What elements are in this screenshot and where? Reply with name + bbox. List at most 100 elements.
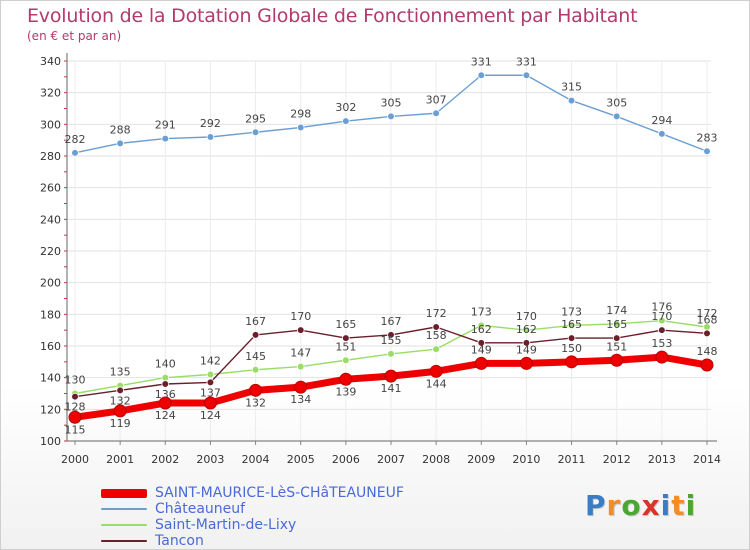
- data-label: 155: [381, 334, 402, 347]
- data-point: [703, 147, 711, 156]
- x-tick-label: 2010: [512, 453, 540, 466]
- data-point: [296, 362, 305, 371]
- data-label: 282: [65, 133, 86, 146]
- data-point: [432, 109, 440, 118]
- data-point: [522, 326, 531, 334]
- data-label: 150: [561, 342, 582, 355]
- data-point: [474, 356, 488, 370]
- data-point: [567, 321, 576, 330]
- data-label: 162: [516, 323, 537, 336]
- data-label: 305: [381, 96, 402, 109]
- data-label: 151: [606, 340, 627, 353]
- data-label: 162: [471, 323, 492, 336]
- data-point: [206, 378, 215, 387]
- legend-swatch: [101, 524, 147, 526]
- y-tick-label: 180: [40, 308, 61, 321]
- data-point: [387, 350, 395, 358]
- data-label: 170: [290, 310, 311, 323]
- data-label: 130: [65, 374, 86, 387]
- logo-letter: P: [585, 489, 607, 522]
- data-label: 292: [200, 117, 221, 130]
- data-label: 331: [471, 55, 492, 68]
- data-label: 141: [381, 382, 402, 395]
- data-label: 158: [426, 329, 447, 342]
- data-label: 139: [335, 385, 356, 398]
- data-point: [387, 112, 395, 121]
- data-point: [161, 134, 170, 143]
- legend-label: Tancon: [155, 533, 204, 549]
- x-tick-label: 2014: [693, 453, 721, 466]
- data-label: 302: [335, 101, 356, 114]
- x-tick-label: 2006: [332, 453, 360, 466]
- data-label: 167: [245, 315, 266, 328]
- x-tick-label: 2009: [467, 453, 495, 466]
- data-label: 153: [651, 337, 672, 350]
- data-point: [700, 358, 714, 372]
- data-label: 165: [606, 318, 627, 331]
- x-tick-label: 2013: [648, 453, 676, 466]
- x-tick-label: 2005: [287, 453, 315, 466]
- data-point: [296, 123, 305, 132]
- y-tick-label: 320: [40, 87, 61, 100]
- data-point: [71, 149, 79, 157]
- data-label: 173: [561, 305, 582, 318]
- data-label: 115: [65, 423, 86, 436]
- data-point: [68, 410, 82, 424]
- data-label: 307: [426, 93, 447, 106]
- legend-label: Châteauneuf: [155, 501, 246, 517]
- data-point: [296, 326, 305, 334]
- x-tick-label: 2008: [422, 453, 450, 466]
- data-point: [477, 339, 486, 347]
- data-label: 119: [110, 417, 131, 430]
- data-label: 144: [426, 377, 447, 390]
- x-tick-label: 2007: [377, 453, 405, 466]
- data-label: 298: [290, 108, 311, 121]
- data-point: [161, 373, 170, 382]
- logo-letter: x: [641, 489, 661, 522]
- data-label: 283: [697, 131, 718, 144]
- y-tick-label: 280: [40, 150, 61, 163]
- data-point: [206, 133, 215, 141]
- data-point: [567, 334, 576, 342]
- data-point: [432, 345, 440, 353]
- logo-letter: i: [685, 489, 697, 522]
- data-point: [477, 71, 486, 80]
- y-tick-label: 120: [40, 403, 61, 416]
- data-label: 295: [245, 112, 266, 125]
- data-point: [658, 130, 666, 138]
- data-label: 132: [245, 396, 266, 409]
- data-label: 148: [697, 345, 718, 358]
- data-label: 136: [155, 388, 176, 401]
- data-point: [203, 396, 217, 410]
- data-label: 124: [155, 409, 176, 422]
- data-point: [477, 321, 486, 330]
- data-label: 315: [561, 81, 582, 94]
- data-point: [658, 316, 666, 325]
- y-tick-label: 200: [40, 277, 61, 290]
- data-label: 172: [426, 307, 447, 320]
- proxiti-logo: Proxiti: [585, 489, 696, 522]
- legend-item: SAINT-MAURICE-LèS-CHâTEAUNEUF: [101, 485, 404, 501]
- chart-title: Evolution de la Dotation Globale de Fonc…: [27, 5, 638, 27]
- legend-item: Châteauneuf: [101, 501, 404, 517]
- data-point: [71, 392, 79, 401]
- data-label: 140: [155, 358, 176, 371]
- data-point: [158, 396, 172, 410]
- data-point: [612, 320, 621, 328]
- data-point: [387, 331, 395, 339]
- data-point: [342, 117, 350, 125]
- data-label: 135: [110, 366, 131, 379]
- legend-swatch: [101, 488, 147, 498]
- data-label: 147: [290, 347, 311, 360]
- data-point: [251, 128, 260, 137]
- data-point: [429, 364, 443, 378]
- data-point: [249, 383, 263, 397]
- legend-swatch: [101, 540, 147, 542]
- data-point: [612, 334, 621, 342]
- y-tick-label: 260: [40, 182, 61, 195]
- data-point: [116, 386, 124, 395]
- data-point: [610, 353, 624, 367]
- data-point: [251, 365, 260, 374]
